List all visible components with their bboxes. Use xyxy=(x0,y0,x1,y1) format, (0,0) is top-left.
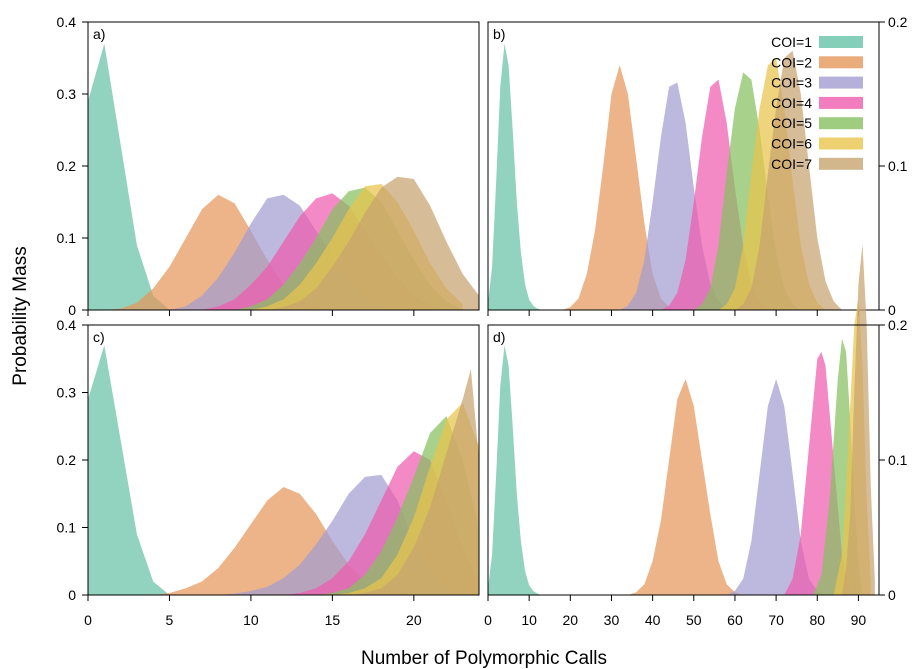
y-tick-label: 0.1 xyxy=(888,452,908,468)
legend-swatch xyxy=(819,36,863,48)
legend-label: COI=4 xyxy=(771,95,812,111)
x-tick-label: 0 xyxy=(484,612,492,628)
x-tick-label: 10 xyxy=(243,612,259,628)
x-tick-label: 40 xyxy=(645,612,661,628)
series-area-coi-1 xyxy=(88,44,170,310)
panel-label: b) xyxy=(493,26,505,42)
y-tick-label: 0 xyxy=(68,587,76,603)
legend-label: COI=6 xyxy=(771,136,812,152)
x-tick-label: 10 xyxy=(521,612,537,628)
x-tick-label: 90 xyxy=(851,612,867,628)
y-tick-label: 0.3 xyxy=(57,385,77,401)
x-axis-title: Number of Polymorphic Calls xyxy=(361,648,607,669)
legend-swatch xyxy=(819,117,863,129)
y-tick-label: 0 xyxy=(888,587,896,603)
legend-swatch xyxy=(819,77,863,89)
y-tick-label: 0.4 xyxy=(57,317,77,333)
x-tick-label: 20 xyxy=(406,612,422,628)
legend-swatch xyxy=(819,138,863,150)
y-tick-label: 0.2 xyxy=(57,158,77,174)
y-tick-label: 0.1 xyxy=(888,158,908,174)
legend: COI=1 COI=2 COI=3 COI=4 COI=5 COI=6 COI=7 xyxy=(771,34,863,172)
y-axis-title: Probability Mass xyxy=(10,246,31,385)
x-tick-label: 0 xyxy=(84,612,92,628)
y-tick-label: 0.4 xyxy=(57,14,77,30)
series-area-coi-1 xyxy=(88,345,170,595)
panel-label: c) xyxy=(93,329,105,345)
legend-swatch xyxy=(819,158,863,170)
x-tick-label: 20 xyxy=(563,612,579,628)
y-tick-label: 0.1 xyxy=(57,230,77,246)
x-tick-label: 50 xyxy=(686,612,702,628)
y-tick-label: 0 xyxy=(68,302,76,318)
legend-swatch xyxy=(819,97,863,109)
y-tick-label: 0.2 xyxy=(57,452,77,468)
x-tick-label: 60 xyxy=(727,612,743,628)
y-tick-label: 0.2 xyxy=(888,317,908,333)
x-tick-label: 5 xyxy=(166,612,174,628)
legend-label: COI=7 xyxy=(771,156,812,172)
y-tick-label: 0.3 xyxy=(57,86,77,102)
legend-label: COI=1 xyxy=(771,34,812,50)
legend-swatch xyxy=(819,56,863,68)
x-tick-label: 15 xyxy=(325,612,341,628)
y-tick-label: 0.2 xyxy=(888,14,908,30)
y-tick-label: 0.1 xyxy=(57,520,77,536)
panel-1: a) 0 0.1 0.2 0.3 0.4 xyxy=(57,14,479,318)
panel-label: d) xyxy=(493,329,505,345)
legend-label: COI=3 xyxy=(771,75,812,91)
series-area-coi-1 xyxy=(488,44,542,310)
legend-label: COI=2 xyxy=(771,54,812,70)
series-area-coi-1 xyxy=(488,345,542,595)
legend-label: COI=5 xyxy=(771,115,812,131)
x-tick-label: 80 xyxy=(809,612,825,628)
series-area-coi-2 xyxy=(628,379,743,595)
x-tick-label: 30 xyxy=(604,612,620,628)
panel-label: a) xyxy=(93,26,105,42)
panel-3: c) 0 5 10 15 20 0 0.1 0.2 0.3 0.4 xyxy=(57,317,479,628)
y-tick-label: 0 xyxy=(888,302,896,318)
x-tick-label: 70 xyxy=(768,612,784,628)
